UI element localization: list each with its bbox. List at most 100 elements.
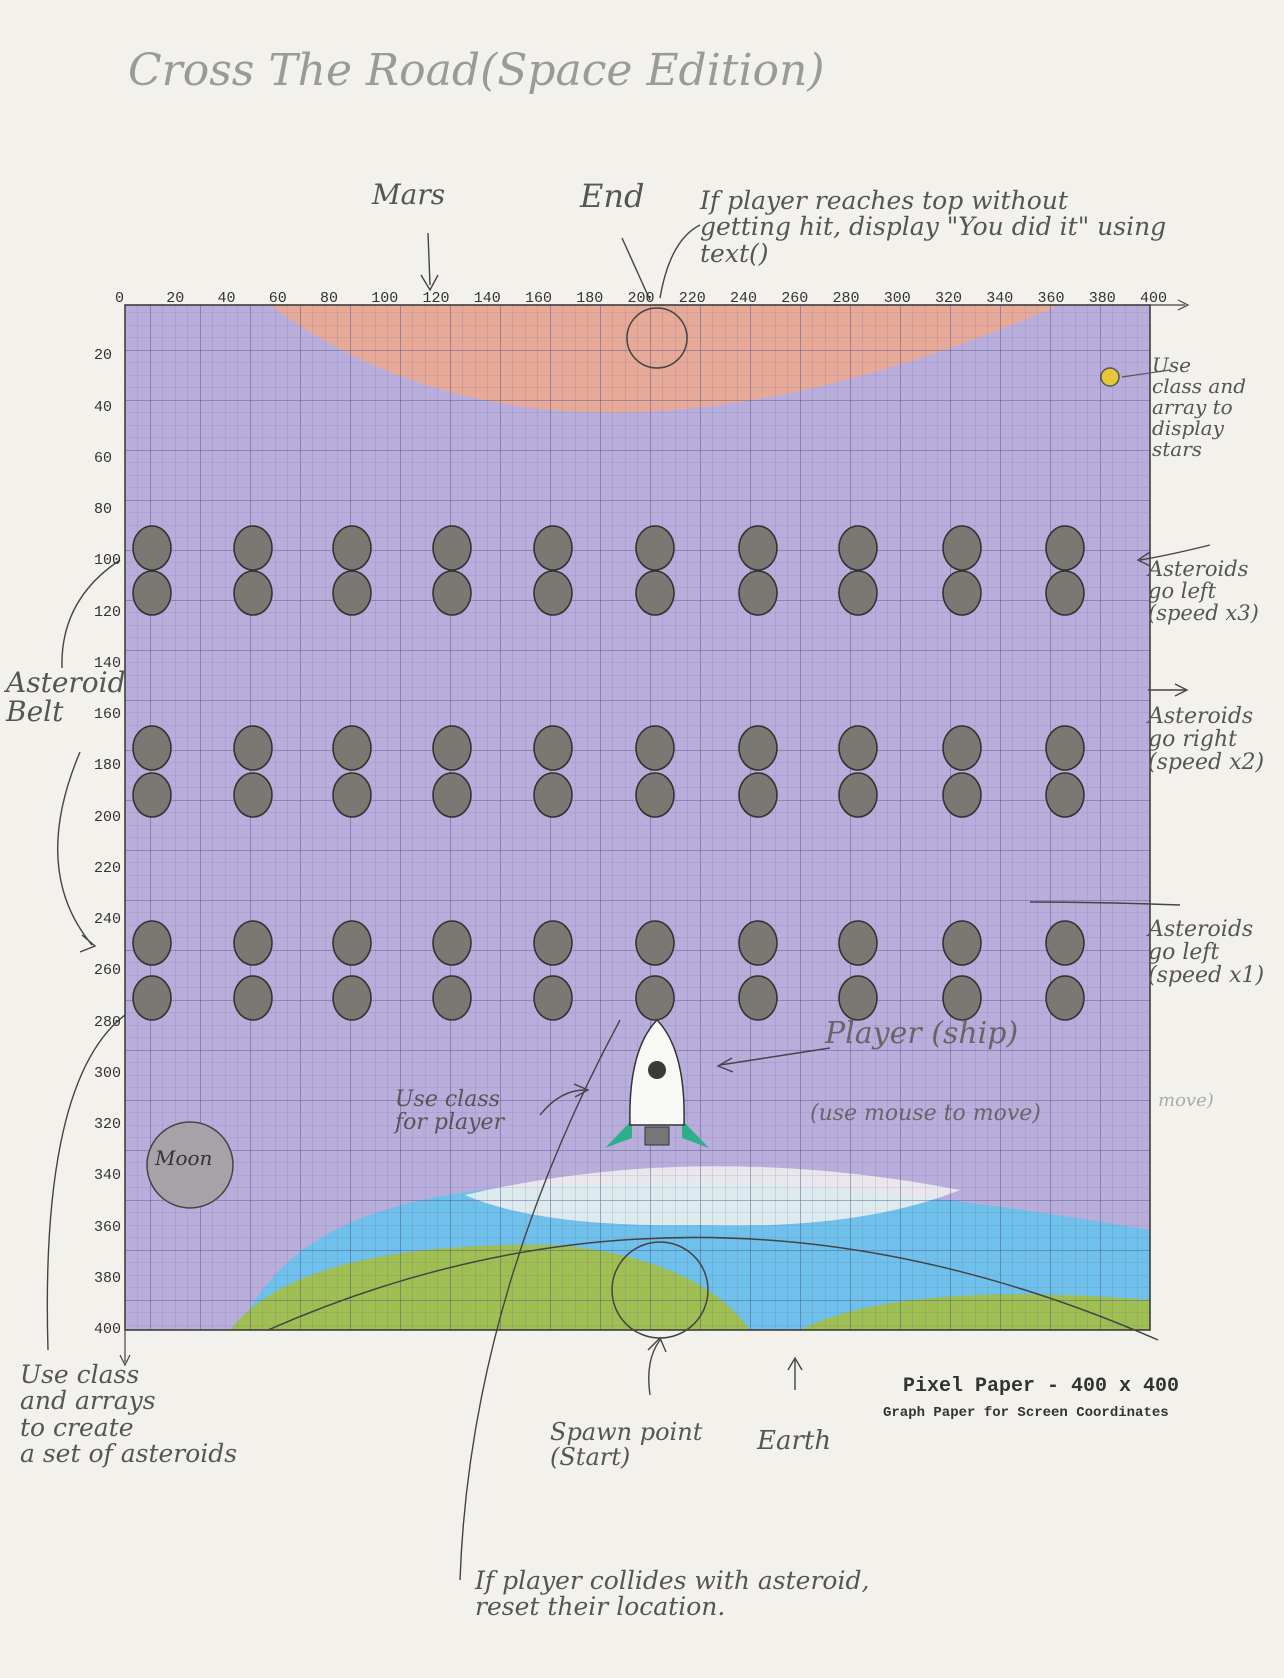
asteroid [942, 772, 982, 818]
asteroid [533, 772, 573, 818]
row3-note: Asteroids go left (speed x1) [1148, 917, 1265, 989]
x-tick-label: 120 [422, 290, 450, 307]
asteroid [533, 570, 573, 616]
asteroid [1045, 975, 1085, 1021]
asteroid [233, 525, 273, 571]
x-tick-label: 320 [935, 290, 963, 307]
x-tick-label: 240 [730, 290, 758, 307]
asteroid [233, 570, 273, 616]
asteroid [838, 975, 878, 1021]
moon-label: Moon [155, 1146, 213, 1170]
end-label: End [580, 177, 645, 215]
y-tick-label: 320 [94, 1116, 122, 1133]
y-tick-label: 160 [94, 706, 122, 723]
footer-subtitle: Graph Paper for Screen Coordinates [883, 1405, 1169, 1421]
earth-outline [267, 1236, 1159, 1341]
asteroid [635, 725, 675, 771]
asteroid [332, 920, 372, 966]
asteroid [432, 975, 472, 1021]
annotation-arrows [46, 224, 1211, 1581]
asteroid [132, 725, 172, 771]
footer-title: Pixel Paper - 400 x 400 [903, 1375, 1180, 1398]
asteroid [432, 525, 472, 571]
asteroid [738, 920, 778, 966]
asteroid [332, 772, 372, 818]
y-tick-label: 60 [94, 449, 113, 467]
row1-note: Asteroids go left (speed x3) [1148, 557, 1259, 626]
x-tick-label: 260 [781, 290, 809, 307]
x-tick-label: 360 [1037, 290, 1065, 307]
player-move-label: (use mouse to move) [810, 1101, 1041, 1126]
y-tick-label: 300 [94, 1064, 122, 1082]
asteroid [233, 975, 273, 1021]
asteroid [432, 725, 472, 771]
asteroid [738, 570, 778, 616]
asteroid [942, 920, 982, 966]
asteroid-class-note: Use class and arrays to create a set of … [20, 1360, 238, 1468]
asteroid-belt-label: Asteroid Belt [6, 666, 126, 729]
asteroid [132, 975, 172, 1021]
asteroid [332, 570, 372, 616]
asteroid [432, 570, 472, 616]
asteroid [332, 525, 372, 571]
x-tick-label: 40 [217, 290, 236, 307]
asteroid [635, 525, 675, 571]
asteroid [533, 975, 573, 1021]
y-tick-label: 120 [94, 603, 122, 621]
asteroid [738, 772, 778, 818]
asteroid [1045, 525, 1085, 571]
asteroid [1045, 570, 1085, 616]
move-label: move) [1158, 1090, 1214, 1111]
asteroid [942, 975, 982, 1021]
x-tick-label: 180 [576, 290, 604, 307]
earth-label: Earth [757, 1426, 832, 1456]
asteroid [132, 920, 172, 966]
asteroid-belt [132, 525, 1085, 1021]
asteroid [432, 920, 472, 966]
asteroid [942, 725, 982, 771]
y-tick-label: 400 [94, 1321, 122, 1338]
asteroid [1045, 772, 1085, 818]
asteroid [533, 725, 573, 771]
asteroid [233, 725, 273, 771]
collision-note: If player collides with asteroid, reset … [475, 1566, 870, 1622]
x-tick-label: 200 [627, 290, 655, 307]
spawn-label: Spawn point (Start) [550, 1418, 703, 1472]
y-tick-label: 100 [94, 552, 122, 570]
moon [146, 1121, 234, 1209]
asteroid [132, 570, 172, 616]
player-label: Player (ship) [825, 1016, 1019, 1051]
y-tick-label: 40 [94, 398, 113, 416]
asteroid [635, 772, 675, 818]
y-tick-label: 80 [94, 501, 113, 518]
asteroid [738, 725, 778, 771]
asteroid [132, 525, 172, 571]
x-tick-label: 280 [832, 290, 860, 307]
y-tick-label: 220 [94, 859, 122, 877]
asteroid [1045, 725, 1085, 771]
x-tick-label: 220 [678, 290, 706, 307]
x-tick-label: 0 [115, 290, 125, 307]
stars-note: Use class and array to display stars [1152, 353, 1247, 461]
y-tick-label: 380 [94, 1269, 122, 1287]
asteroid [838, 725, 878, 771]
asteroid [1045, 920, 1085, 966]
star [1100, 367, 1120, 387]
x-tick-label: 20 [166, 290, 185, 307]
row2-note: Asteroids go right (speed x2) [1148, 704, 1265, 776]
page-title: Cross The Road(Space Edition) [128, 45, 825, 96]
asteroid [432, 772, 472, 818]
x-tick-label: 380 [1088, 290, 1116, 307]
x-tick-label: 80 [320, 290, 339, 307]
asteroid [942, 570, 982, 616]
asteroid [738, 525, 778, 571]
player-class-note: Use class for player [395, 1087, 505, 1136]
x-tick-label: 100 [371, 290, 399, 307]
y-tick-label: 140 [94, 654, 122, 672]
asteroid [942, 525, 982, 571]
x-tick-label: 300 [883, 290, 911, 307]
x-tick-label: 60 [268, 290, 287, 307]
asteroid [533, 525, 573, 571]
y-tick-label: 280 [94, 1013, 122, 1031]
asteroid [332, 975, 372, 1021]
